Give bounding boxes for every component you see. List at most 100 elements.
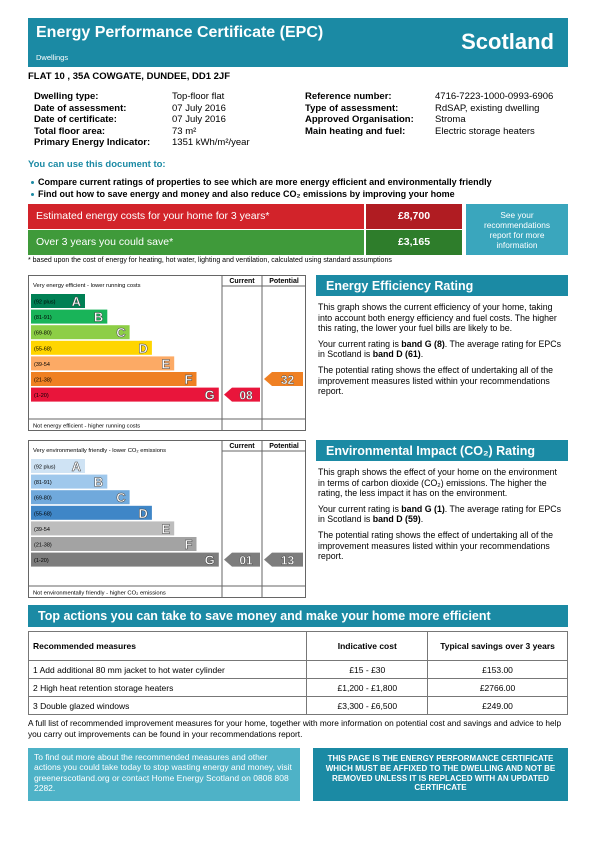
detail-value: 07 July 2016 [172, 114, 226, 125]
band-range: (55-68) [34, 511, 52, 517]
band-range: (39-54 [34, 527, 50, 533]
band-bar [31, 521, 175, 536]
col-potential: Potential [269, 278, 299, 285]
band-range: (21-38) [34, 543, 52, 549]
table-cell: 2 High heat retention storage heaters [27, 678, 308, 697]
use-bullet: Compare current ratings of properties to… [38, 177, 492, 187]
paragraph: The potential rating shows the effect of… [318, 530, 566, 562]
text: . The average rating for EPCs in Scotlan… [318, 503, 562, 525]
detail-label: Main heating and fuel: [305, 125, 406, 137]
band-letter: B [94, 475, 103, 490]
col-current: Current [229, 443, 255, 450]
bullet [31, 180, 34, 184]
band-range: (55-68) [34, 346, 52, 352]
table-cell: 3 Double glazed windows [27, 696, 308, 715]
chart-border [28, 440, 306, 598]
ei-heading: Environmental Impact (CO₂) Rating [316, 440, 568, 461]
text: The potential rating shows the effect of… [318, 529, 554, 562]
bullet [31, 192, 34, 196]
detail-label: Date of certificate: [34, 114, 117, 125]
detail-value: Electric storage heaters [435, 125, 535, 137]
country: Scotland [461, 29, 554, 54]
paragraph: Your current rating is band G (1). The a… [318, 504, 566, 525]
band-letter: A [72, 294, 82, 309]
use-bullet: Find out how to save energy and money an… [38, 189, 455, 199]
paragraph: Your current rating is band G (8). The a… [318, 339, 566, 360]
table-cell: £153.00 [427, 660, 568, 679]
title: Energy Performance Certificate (EPC) [36, 24, 324, 41]
band-letter: G [205, 388, 215, 403]
cost-value: £8,700 [366, 204, 462, 229]
detail-value: 1351 kWh/m²/year [172, 137, 250, 148]
rating-arrow [264, 552, 303, 567]
table-row: 3 Double glazed windows £3,300 - £6,500 £2… [27, 696, 568, 715]
column-header: Indicative cost [306, 631, 429, 661]
band-range: (92 plus) [34, 465, 56, 471]
table-cell: £1,200 - £1,800 [306, 678, 429, 697]
band-bar [31, 474, 108, 489]
rating-chart: Current Potential Very environmentally fri… [28, 440, 306, 598]
detail-value: RdSAP, existing dwelling [435, 102, 540, 114]
band-bar [31, 372, 197, 386]
subtitle: Dwellings [36, 53, 69, 62]
info-box: To find out more about the recommended m… [28, 748, 300, 801]
footer-text: A full list of recommended improvement m… [28, 718, 562, 739]
band-range: (81-91) [34, 480, 52, 486]
detail-value: 73 m² [172, 125, 197, 137]
band-letter: E [162, 521, 171, 536]
cost-value: £3,165 [366, 230, 462, 255]
band-bar [31, 356, 175, 371]
table-cell: £2766.00 [427, 678, 568, 697]
band-bar [31, 537, 197, 551]
cost-label: Estimated energy costs for your home for… [28, 204, 364, 229]
costs-note: See your recommendations report for more… [466, 204, 568, 255]
detail-label: Date of assessment: [34, 102, 127, 114]
table-cell: 1 Add additional 80 mm jacket to hot wat… [27, 660, 308, 679]
bold-text: band D (59) [372, 514, 421, 525]
text: . The average rating for EPCs in Scotlan… [318, 338, 562, 360]
band-range: (92 plus) [34, 300, 56, 306]
band-range: (1-20) [34, 393, 49, 399]
ee-heading: Energy Efficiency Rating [316, 275, 568, 296]
rating-text: This graph shows the effect of your home… [318, 467, 566, 567]
notice-box: THIS PAGE IS THE ENERGY PERFORMANCE CERT… [313, 748, 568, 801]
band-letter: C [116, 490, 126, 505]
table-cell: £15 - £30 [306, 660, 429, 679]
actions-heading: Top actions you can take to save money a… [28, 605, 568, 627]
paragraph: This graph shows the effect of your home… [318, 467, 566, 499]
band-bar [31, 325, 130, 340]
rating-text: This graph shows the current efficiency … [318, 302, 566, 402]
table-header: Recommended measures Indicative cost Typic… [27, 631, 568, 661]
bold-text: band G (1) [401, 503, 445, 514]
detail-label: Primary Energy Indicator: [34, 137, 151, 148]
cost-label: Over 3 years you could save* [28, 230, 364, 255]
detail-value: Top-floor flat [172, 91, 225, 102]
band-letter: A [72, 459, 82, 474]
col-potential: Potential [269, 443, 299, 450]
band-letter: D [139, 341, 148, 356]
text: . [420, 349, 424, 360]
band-bar [31, 340, 152, 355]
chart-bottom-text: Not energy efficient - higher running co… [33, 424, 140, 430]
detail-label: Approved Organisation: [305, 114, 414, 125]
rating-arrow [264, 372, 303, 386]
band-letter: D [139, 506, 148, 521]
band-range: (1-20) [34, 558, 49, 564]
detail-value: Stroma [435, 114, 466, 125]
paragraph: The potential rating shows the effect of… [318, 365, 566, 397]
band-bar [31, 505, 152, 520]
table-row: 1 Add additional 80 mm jacket to hot wat… [27, 660, 568, 679]
band-range: (81-91) [34, 315, 52, 321]
detail-label: Reference number: [305, 91, 392, 102]
band-bar [31, 490, 130, 505]
detail-label: Type of assessment: [305, 102, 399, 114]
band-range: (39-54 [34, 362, 50, 368]
column-header: Recommended measures [27, 631, 308, 661]
uses-heading: You can use this document to: [28, 159, 166, 170]
paragraph: This graph shows the current efficiency … [318, 302, 566, 334]
band-bar [31, 459, 85, 473]
band-letter: E [162, 356, 171, 371]
text: The potential rating shows the effect of… [318, 364, 554, 397]
band-letter: B [94, 310, 103, 325]
